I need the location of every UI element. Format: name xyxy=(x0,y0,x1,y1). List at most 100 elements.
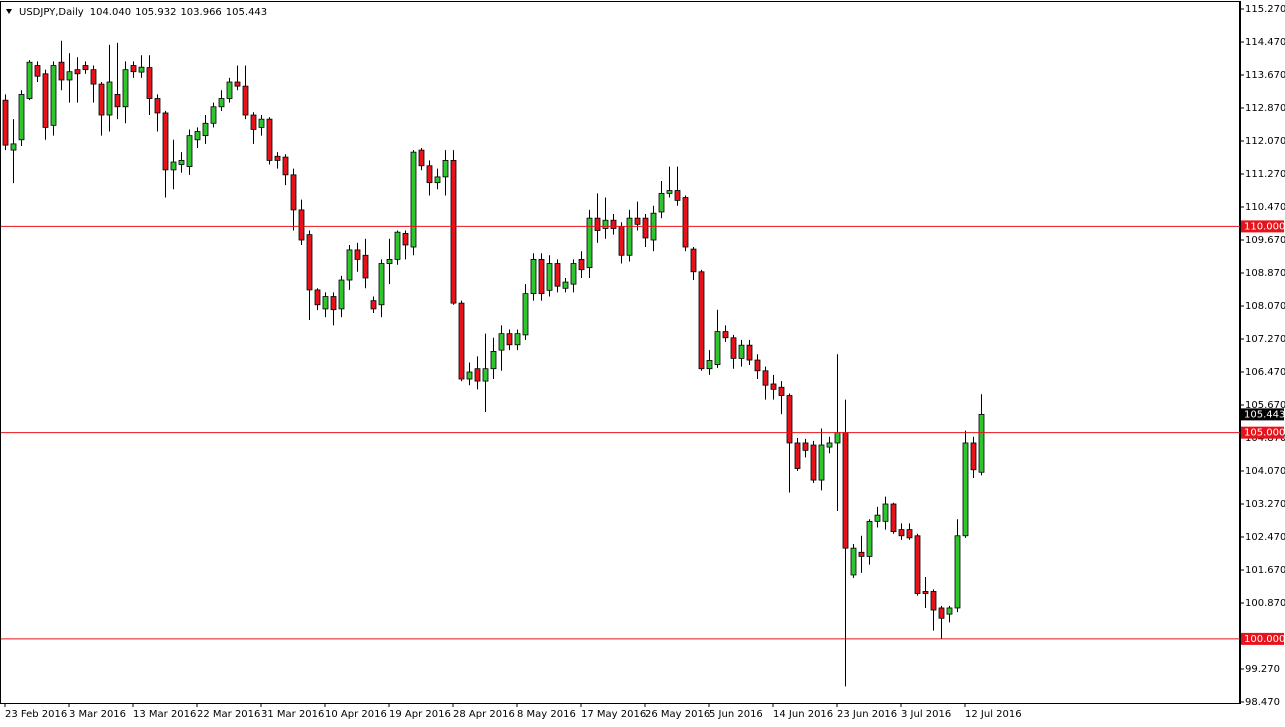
candle-body xyxy=(578,258,585,271)
menu-arrow xyxy=(6,9,12,14)
x-tick-label: 28 Apr 2016 xyxy=(453,709,515,720)
candle-body xyxy=(770,383,777,390)
candle-body xyxy=(42,73,49,128)
y-tick-label: 109.670 xyxy=(1245,235,1285,246)
y-tick-label: 100.870 xyxy=(1245,598,1285,609)
candle-body xyxy=(410,151,417,248)
y-tick-label: 111.270 xyxy=(1245,169,1285,180)
y-tick-label: 106.470 xyxy=(1245,367,1285,378)
plot-frame xyxy=(0,1,1240,704)
candle-body xyxy=(930,591,937,611)
candle-body xyxy=(378,263,385,306)
y-tick-label: 112.870 xyxy=(1245,103,1285,114)
candle-body xyxy=(458,302,465,380)
candle-body xyxy=(922,591,929,594)
level-tag xyxy=(1241,426,1284,439)
candle-body xyxy=(826,442,833,448)
level-tag xyxy=(1241,220,1284,233)
candle-body xyxy=(626,217,633,256)
y-tick-label: 110.470 xyxy=(1245,202,1285,213)
y-tick-label: 104.070 xyxy=(1245,466,1285,477)
candle-body xyxy=(594,217,601,231)
candle-body xyxy=(714,331,721,365)
candle-body xyxy=(298,209,305,241)
x-tick-label: 31 Mar 2016 xyxy=(261,709,324,720)
candle-body xyxy=(162,112,169,171)
x-tick-label: 12 Jul 2016 xyxy=(965,709,1022,720)
candle-body xyxy=(890,503,897,533)
candle-body xyxy=(962,442,969,537)
candle-body xyxy=(146,67,153,99)
candle-body xyxy=(346,249,353,281)
candle-body xyxy=(330,296,337,311)
candle-body xyxy=(154,98,161,114)
candle-body xyxy=(730,337,737,359)
candle-body xyxy=(498,333,505,351)
candle-body xyxy=(946,607,953,615)
level-label: 110.000 xyxy=(1244,221,1285,232)
candle-body xyxy=(98,83,105,116)
candle-body xyxy=(906,529,913,539)
candle-body xyxy=(306,234,313,291)
candle-body xyxy=(362,254,369,279)
candle-body xyxy=(234,81,241,87)
candle-body xyxy=(482,368,489,382)
candle-body xyxy=(762,370,769,386)
candle-body xyxy=(682,197,689,248)
y-tick-label: 108.070 xyxy=(1245,301,1285,312)
candle-body xyxy=(546,263,553,291)
candle-body xyxy=(978,413,985,473)
candle-body xyxy=(834,432,841,444)
candle-body xyxy=(450,159,457,304)
candle-body xyxy=(898,529,905,537)
candle-body xyxy=(386,258,393,264)
x-tick-label: 3 Mar 2016 xyxy=(69,709,126,720)
candle-body xyxy=(938,607,945,619)
chart-title: USDJPY,Daily xyxy=(19,7,84,18)
candle-body xyxy=(322,296,329,310)
candle-body xyxy=(266,118,273,161)
candle-body xyxy=(10,143,17,151)
candle-body xyxy=(610,219,617,229)
candle-body xyxy=(858,551,865,557)
candle-body xyxy=(282,156,289,176)
y-tick-label: 98.470 xyxy=(1245,697,1280,708)
candle-body xyxy=(874,514,881,522)
candle-body xyxy=(794,442,801,469)
candle-body xyxy=(186,135,193,167)
x-tick-label: 5 Jun 2016 xyxy=(709,709,763,720)
candle-body xyxy=(178,159,185,165)
candle-body xyxy=(738,344,745,359)
candle-body xyxy=(2,99,9,146)
x-tick-label: 13 Mar 2016 xyxy=(133,709,196,720)
candle-body xyxy=(618,225,625,256)
candle-body xyxy=(370,300,377,310)
candle-body xyxy=(210,106,217,124)
x-tick-label: 23 Feb 2016 xyxy=(5,709,67,720)
candle-body xyxy=(130,65,137,73)
candle-body xyxy=(538,258,545,295)
candle-body xyxy=(474,368,481,382)
candle-body xyxy=(506,333,513,346)
candle-body xyxy=(882,503,889,522)
y-tick-label: 108.870 xyxy=(1245,268,1285,279)
candle-body xyxy=(642,217,649,239)
candle-body xyxy=(970,442,977,471)
candle-body xyxy=(122,69,129,108)
candle-body xyxy=(690,248,697,273)
y-tick-label: 113.670 xyxy=(1245,70,1285,81)
candle-body xyxy=(634,217,641,225)
candle-body xyxy=(818,444,825,481)
candle-body xyxy=(674,190,681,201)
chart-header: USDJPY,Daily 104.040 105.932 103.966 105.443 xyxy=(19,7,267,18)
candle-body xyxy=(722,331,729,339)
candle-body xyxy=(778,386,785,396)
candle-body xyxy=(218,98,225,108)
y-tick-label: 114.470 xyxy=(1245,37,1285,48)
x-tick-label: 8 May 2016 xyxy=(517,709,576,720)
candle-body xyxy=(666,190,673,194)
candle-body xyxy=(570,263,577,285)
candle-body xyxy=(602,219,609,229)
candle-body xyxy=(242,85,249,116)
